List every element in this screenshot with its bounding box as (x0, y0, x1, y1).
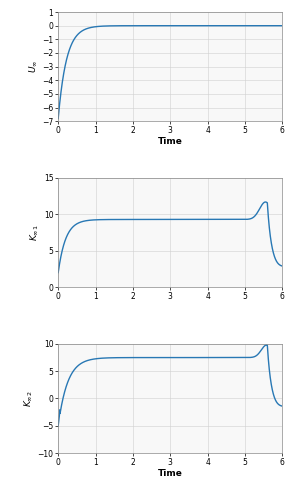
Y-axis label: $K_{\infty 2}$: $K_{\infty 2}$ (22, 390, 35, 407)
X-axis label: Time: Time (158, 137, 183, 146)
Y-axis label: $K_{\infty 1}$: $K_{\infty 1}$ (29, 224, 41, 241)
X-axis label: Time: Time (158, 469, 183, 478)
Y-axis label: $U_{\infty}$: $U_{\infty}$ (28, 60, 39, 73)
